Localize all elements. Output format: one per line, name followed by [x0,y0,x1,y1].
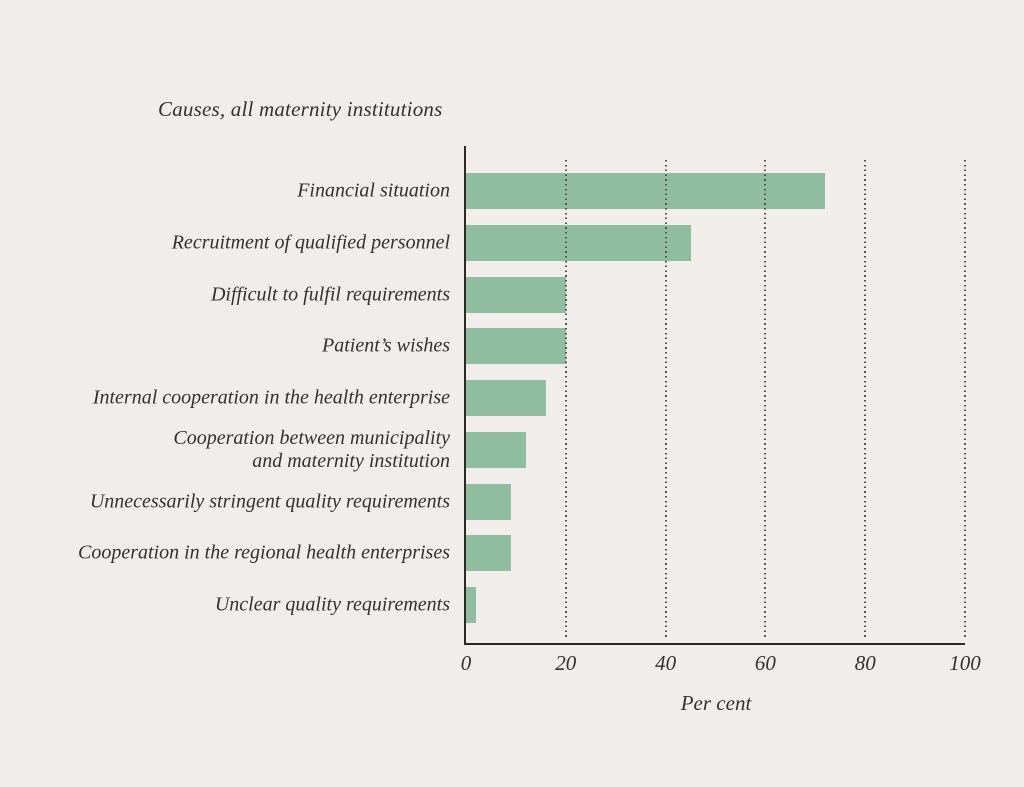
gridline [864,160,867,639]
category-label: Unclear quality requirements [214,593,450,616]
category-label: Financial situation [297,179,450,202]
bar [466,483,511,520]
gridline [664,160,667,639]
category-label: Internal cooperation in the health enter… [92,386,450,409]
x-tick-label: 20 [555,651,577,675]
bar [466,276,566,313]
bar [466,224,691,261]
x-tick-label: 40 [655,651,677,675]
y-axis-line [464,146,466,645]
x-axis-line [464,643,965,645]
bar [466,535,511,572]
chart-title: Causes, all maternity institutions [158,97,443,121]
bar [466,587,476,623]
category-label: Unnecessarily stringent quality requirem… [89,490,450,512]
category-label: Patient’s wishes [322,334,450,357]
bar [466,380,546,416]
plot-area [466,146,966,643]
gridline [964,160,966,639]
x-axis-title: Per cent [680,691,752,715]
category-label: Cooperation between municipality and mat… [173,426,450,472]
bar [466,173,826,209]
category-label: Cooperation in the regional health enter… [77,541,450,564]
x-tick-label: 0 [460,651,472,675]
bar [466,328,566,365]
bar [466,431,526,468]
x-tick-label: 80 [854,651,876,675]
x-tick-label: 100 [949,651,981,675]
gridline [764,160,767,639]
gridline [564,160,567,639]
x-tick-label: 60 [754,651,776,675]
category-label: Recruitment of qualified personnel [171,231,450,254]
category-label: Difficult to fulfil requirements [210,283,450,305]
